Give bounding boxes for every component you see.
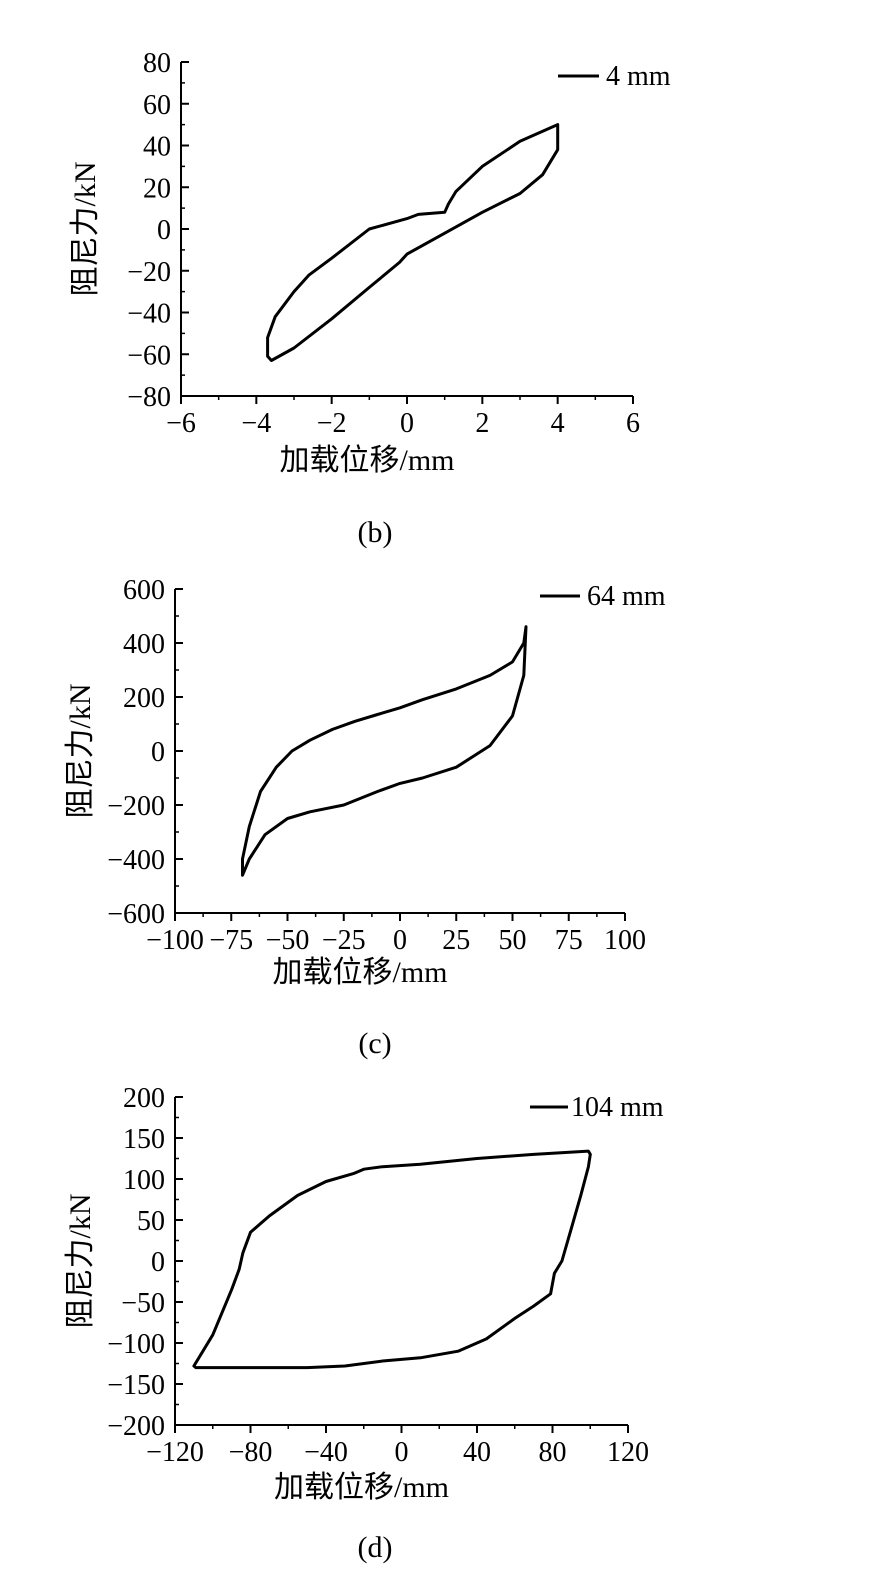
x-tick-label: 0 [400, 408, 414, 439]
y-tick-label: −60 [127, 340, 171, 371]
y-tick-label: 40 [143, 132, 171, 163]
x-tick-label: −120 [146, 1437, 204, 1468]
x-tick-label: −40 [304, 1437, 348, 1468]
y-axis-label: 阻尼力/kN [64, 1194, 97, 1329]
y-tick-label: −200 [107, 1411, 165, 1442]
x-tick-label: 50 [499, 925, 527, 956]
y-tick-label: −100 [107, 1329, 165, 1360]
x-tick-label: 25 [442, 925, 470, 956]
x-tick-label: −6 [166, 408, 196, 439]
x-tick-label: 0 [393, 925, 407, 956]
y-tick-label: 0 [151, 737, 165, 768]
chart-panel-b: −6 −4 −2 0 2 4 6−80−60−40−20020406080加载位移/mm阻尼… [69, 48, 671, 549]
x-tick-label: −25 [322, 925, 366, 956]
x-tick-label: 0 [395, 1437, 409, 1468]
y-tick-label: 150 [123, 1124, 165, 1155]
y-tick-label: −150 [107, 1370, 165, 1401]
x-tick-label: −2 [317, 408, 347, 439]
x-tick-label: 80 [539, 1437, 567, 1468]
x-tick-label: 4 [551, 408, 565, 439]
y-tick-label: 600 [123, 575, 165, 606]
y-tick-label: −20 [127, 257, 171, 288]
x-tick-label: 75 [555, 925, 583, 956]
legend-label: 4 mm [606, 61, 671, 92]
x-axis-label: 加载位移/mm [272, 956, 447, 989]
y-axis-label: 阻尼力/kN [69, 162, 102, 297]
y-tick-label: −50 [121, 1288, 165, 1319]
y-tick-label: 0 [151, 1247, 165, 1278]
y-tick-label: 400 [123, 629, 165, 660]
series-line-b [266, 123, 560, 362]
x-tick-label: 40 [463, 1437, 491, 1468]
legend-label: 104 mm [571, 1092, 664, 1123]
y-tick-label: 80 [143, 48, 171, 79]
chart-panel-d: −120 −80 −40 0 40 80 120 −200 −150 −100 −50 0 50 100 1… [64, 1083, 664, 1564]
y-tick-label: 50 [137, 1206, 165, 1237]
y-tick-label: −80 [127, 382, 171, 413]
x-tick-label: 100 [604, 925, 646, 956]
y-tick-label: 200 [123, 1083, 165, 1114]
y-tick-label: −200 [107, 791, 165, 822]
x-tick-label: −75 [209, 925, 253, 956]
x-axis-label: 加载位移/mm [279, 444, 454, 477]
x-axis-label: 加载位移/mm [274, 1471, 449, 1504]
y-tick-label: 200 [123, 683, 165, 714]
y-tick-label: −40 [127, 299, 171, 330]
panel-caption: (b) [358, 516, 393, 549]
x-tick-label: 6 [626, 408, 640, 439]
y-tick-label: 0 [157, 215, 171, 246]
panel-caption: (c) [358, 1027, 391, 1060]
y-tick-label: 20 [143, 173, 171, 204]
y-axis-label: 阻尼力/kN [64, 684, 97, 819]
x-tick-label: 120 [607, 1437, 649, 1468]
x-tick-label: −4 [241, 408, 271, 439]
legend-label: 64 mm [587, 581, 666, 612]
y-tick-label: 60 [143, 90, 171, 121]
x-tick-label: −80 [229, 1437, 273, 1468]
x-tick-label: 2 [475, 408, 489, 439]
panel-caption: (d) [358, 1531, 393, 1564]
x-tick-label: −100 [146, 925, 204, 956]
series-line-d [192, 1149, 592, 1370]
y-tick-label: −600 [107, 899, 165, 930]
series-line-c [241, 625, 528, 877]
y-tick-label: 100 [123, 1165, 165, 1196]
y-tick-label: −400 [107, 845, 165, 876]
x-tick-label: −50 [266, 925, 310, 956]
chart-panel-c: −100 −75 −50 −25 0 25 50 75 100 −600 −400 −200 0 200 4… [64, 575, 666, 1060]
